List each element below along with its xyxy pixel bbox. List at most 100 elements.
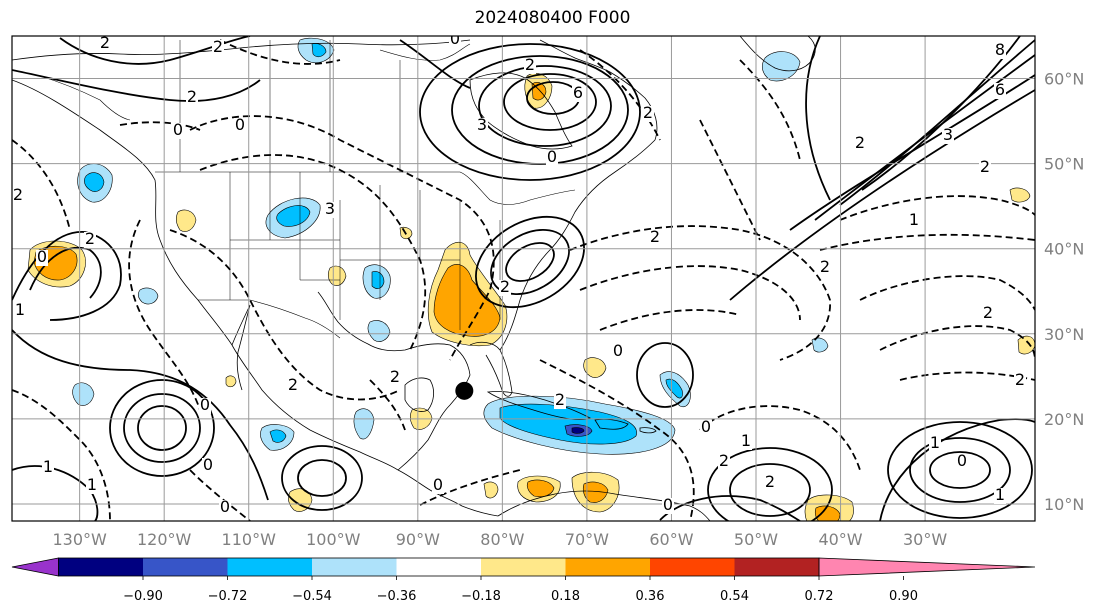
contour-label: 2 [100,33,110,52]
contour-label: 2 [288,375,298,394]
shade-yellow-4 [583,357,607,378]
contour-neg-13 [859,275,1035,311]
contour-label: 3 [477,115,487,134]
contour-label: 2 [13,185,23,204]
contour-label: 0 [957,451,967,470]
colorbar-tick-label: −0.54 [292,589,332,604]
contour-neg-11 [539,359,695,521]
shade-mexico-blue-2 [353,408,375,440]
shade-plains-mid [371,271,385,289]
coastline-gulf [317,291,471,471]
contour-label: 2 [555,390,565,409]
colorbar-segment [58,558,143,576]
coastline-cuba [486,391,591,420]
contour-label: 2 [820,257,830,276]
contour-label: 6 [995,80,1005,99]
contour-label-bg [612,344,624,360]
contour-label: 2 [765,472,775,491]
contour-pos-zero-2 [659,495,801,521]
lon-label: 50°W [734,530,778,549]
contour-label: 2 [643,103,653,122]
colorbar: −0.90 −0.72 −0.54 −0.36 −0.18 0.18 0.36 0.54 0.7… [11,557,1036,604]
lat-label: 40°N [1044,240,1084,259]
colorbar-segment [481,558,566,576]
contour-label: 0 [547,147,557,166]
map-background [12,36,1035,521]
colorbar-segment [734,558,819,576]
shade-yellow-11 [225,375,237,388]
contour-neg-15 [899,371,1035,381]
lon-label: 70°W [565,530,609,549]
lon-label: 100°W [306,530,361,549]
contour-label-bg [994,43,1006,59]
contour-label-bg [956,454,968,470]
contour-pos-epac-2 [297,459,347,497]
longitude-labels: 130°W 120°W 110°W 100°W 90°W 80°W 70°W 60°W 50°W… [52,530,947,549]
contour-label-bg [764,475,776,491]
coastline-north-america-west [12,79,399,471]
shade-epac-blue-2 [137,287,159,305]
graticule [12,36,1035,521]
coastline-east-us [499,139,656,351]
contour-pos-satl-2 [729,463,811,517]
shade-epac-blue-1 [72,382,95,406]
contour-label: 2 [1015,370,1025,389]
contour-label-bg [700,420,712,436]
coastline-baja [231,304,251,391]
shade-alaska-mid [311,43,327,58]
lon-label: 60°W [649,530,693,549]
contour-label-bg [554,393,566,409]
contour-label-bg [14,303,26,319]
colorbar-tick-label: 0.18 [551,589,580,604]
contour-label-bg [642,106,654,122]
contour-neg-17 [819,233,1035,251]
contour-label-bg [476,118,488,134]
contour-label: 1 [909,210,919,229]
contour-label-bg [172,123,184,139]
lat-label: 60°N [1044,70,1084,89]
contour-pos-top [59,36,251,65]
coastline-arctic-islands [39,43,471,121]
contour-label: 2 [980,157,990,176]
colorbar-extend-high [818,557,1036,577]
contour-pos-eatl-3 [929,451,991,489]
contour-label: 0 [200,395,210,414]
contour-neg-19 [739,59,801,161]
contour-label-bg [662,498,674,514]
contour-label-bg [718,454,730,470]
contour-pos-pac-3 [137,405,187,451]
contour-label-bg [432,478,444,494]
contour-label: 2 [213,37,223,56]
colorbar-tick-label: 0.90 [889,589,918,604]
contour-label-bg [1014,373,1026,389]
contour-pos-pac-1 [109,379,215,477]
colorbar-tick-label: 0.72 [805,589,834,604]
contour-pos-satl-1 [707,447,833,521]
contour-label-bg [42,460,54,476]
lon-label: 40°W [818,530,862,549]
contour-label-bg [929,436,941,452]
contour-label-bg [234,118,246,134]
contour-label-bg [499,280,511,296]
contour-pos-labrador-4 [503,73,597,131]
contour-neg-22 [419,469,521,506]
shade-orange-5 [582,481,609,503]
contour-label-bg [199,398,211,414]
contour-neg-10 [189,469,251,521]
colorbar-segment [650,558,735,576]
colorbar-segment [312,558,397,576]
contour-label: 2 [719,451,729,470]
contour-label: 2 [187,87,197,106]
contour-label-bg [979,160,991,176]
contour-neg-14 [879,325,1035,361]
contour-label-bg [942,128,954,144]
lon-label: 30°W [903,530,947,549]
lon-label: 110°W [222,530,277,549]
contour-label-bg [994,83,1006,99]
border-us-mexico [198,299,341,339]
shade-greenland-light [761,51,801,82]
shade-atlantic-blue-mid [665,378,683,399]
contour-pos-labrador-3 [478,65,612,147]
contour-label: 0 [203,455,213,474]
